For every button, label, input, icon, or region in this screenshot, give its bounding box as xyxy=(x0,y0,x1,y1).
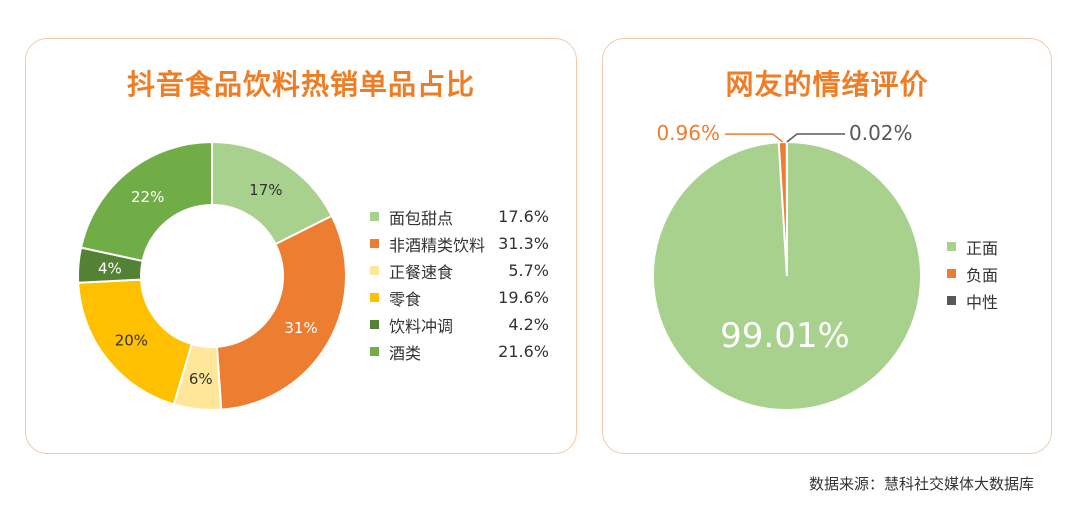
data-label: 22% xyxy=(131,188,164,206)
legend-item: 酒类 21.6% xyxy=(370,338,549,365)
pie-chart: 99.01% 0.96% 0.02% xyxy=(652,121,922,411)
legend-swatch xyxy=(370,266,379,275)
legend-label: 负面 xyxy=(966,265,999,285)
food-beverage-share-card: 抖音食品饮料热销单品占比 17% 31% 6% 20% 4% 22% 面包甜点 17.6% 非… xyxy=(25,38,577,454)
legend-item: 面包甜点 17.6% xyxy=(370,203,549,230)
legend-value: 4.2% xyxy=(508,315,549,334)
pie-slice-6 xyxy=(79,140,213,263)
legend-label: 非酒精类饮料 xyxy=(389,235,486,255)
legend-item: 饮料冲调 4.2% xyxy=(370,311,549,338)
chart-title: 抖音食品饮料热销单品占比 xyxy=(126,68,475,101)
chart-legend: 面包甜点 17.6% 非酒精类饮料 31.3% 正餐速食 5.7% 零食 19.6% 饮料冲调 4… xyxy=(370,203,549,365)
leader-line xyxy=(725,133,784,143)
pie-slice-2 xyxy=(215,214,347,411)
legend-item: 负面 xyxy=(947,260,1026,287)
legend-label: 中性 xyxy=(966,292,999,312)
legend-swatch xyxy=(370,293,379,302)
legend-label: 正面 xyxy=(966,238,999,258)
legend-swatch xyxy=(947,296,956,305)
data-label: 4% xyxy=(98,260,122,278)
legend-value: 19.6% xyxy=(498,288,549,307)
legend-swatch xyxy=(370,320,379,329)
legend-item: 正面 xyxy=(947,233,1026,260)
legend-swatch xyxy=(370,347,379,356)
legend-label: 酒类 xyxy=(389,343,422,363)
data-label: 0.02% xyxy=(849,121,913,145)
legend-value: 5.7% xyxy=(508,261,549,280)
data-label: 0.96% xyxy=(656,121,720,145)
legend-swatch xyxy=(947,242,956,251)
legend-value: 21.6% xyxy=(498,342,549,361)
legend-label: 正餐速食 xyxy=(389,262,454,282)
legend-swatch xyxy=(370,212,379,221)
legend-item: 零食 19.6% xyxy=(370,284,549,311)
legend-swatch xyxy=(947,269,956,278)
legend-item: 正餐速食 5.7% xyxy=(370,257,549,284)
data-label: 31% xyxy=(284,319,317,337)
leader-line xyxy=(786,133,845,143)
pie-slice-4 xyxy=(77,278,194,406)
data-source-note: 数据来源：慧科社交媒体大数据库 xyxy=(808,475,1034,493)
data-label: 17% xyxy=(249,181,282,199)
legend-value: 31.3% xyxy=(498,234,549,253)
legend-item: 非酒精类饮料 31.3% xyxy=(370,230,549,257)
chart-legend: 正面 负面 中性 xyxy=(947,233,1026,314)
legend-label: 面包甜点 xyxy=(389,208,454,228)
legend-value: 17.6% xyxy=(498,207,549,226)
data-label: 20% xyxy=(115,331,148,349)
legend-label: 零食 xyxy=(389,289,422,309)
chart-title: 网友的情绪评价 xyxy=(725,68,929,101)
data-label: 6% xyxy=(189,370,213,388)
sentiment-card: 网友的情绪评价 99.01% 0.96% 0.02% 正面负面中性 xyxy=(602,38,1052,454)
legend-item: 中性 xyxy=(947,287,1026,314)
legend-label: 饮料冲调 xyxy=(389,316,454,336)
legend-swatch xyxy=(370,239,379,248)
donut-chart: 17% 31% 6% 20% 4% 22% xyxy=(77,140,347,411)
data-label: 99.01% xyxy=(720,316,850,356)
